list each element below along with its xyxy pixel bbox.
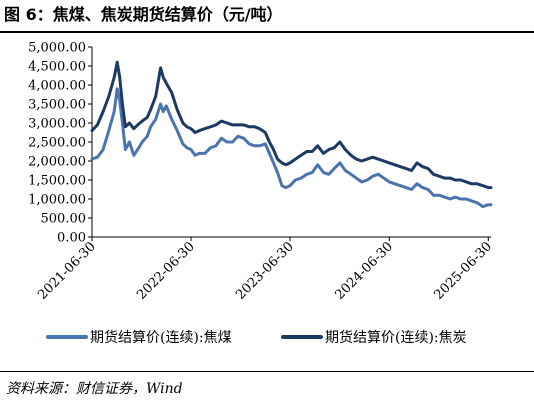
x-tick-label: 2022-06-30 (134, 239, 198, 303)
line-chart: 5,000.00 4,500.00 4,000.00 3,500.00 3,000.00… (28, 41, 496, 347)
y-axis: 5,000.00 4,500.00 4,000.00 3,500.00 3,000.00… (28, 41, 93, 246)
source-rule (0, 371, 534, 372)
y-tick-label: 4,500.00 (28, 60, 86, 75)
x-axis: 2021-06-30 2022-06-30 2023-06-30 2024-06-30… (35, 236, 496, 303)
y-tick-label: 3,000.00 (28, 117, 86, 132)
y-tick-label: 1,000.00 (28, 193, 86, 208)
series-layer (90, 60, 493, 209)
y-tick-label: 2,500.00 (28, 136, 86, 151)
legend: 期货结算价(连续):焦煤 期货结算价(连续):焦炭 (46, 329, 467, 346)
y-tick-label: 4,000.00 (28, 79, 86, 94)
y-tick-label: 500.00 (41, 212, 87, 227)
series-line-2 (90, 60, 493, 190)
x-tick-label: 2021-06-30 (35, 239, 99, 303)
x-tick-label: 2024-06-30 (333, 239, 397, 303)
y-tick-label: 5,000.00 (28, 41, 86, 56)
source-note: 资料来源：财信证券，Wind (6, 381, 183, 397)
title-rule (0, 31, 534, 33)
y-tick-label: 2,000.00 (28, 155, 86, 170)
legend-label-1: 期货结算价(连续):焦煤 (90, 329, 232, 346)
figure-title: 图 6：焦煤、焦炭期货结算价（元/吨） (4, 5, 283, 24)
series-line-1 (90, 87, 493, 209)
x-tick-label: 2023-06-30 (233, 239, 297, 303)
legend-label-2: 期货结算价(连续):焦炭 (325, 329, 467, 346)
x-tick-label: 2025-06-30 (432, 239, 496, 303)
y-tick-label: 0.00 (57, 231, 86, 246)
y-tick-label: 3,500.00 (28, 98, 86, 113)
y-tick-label: 1,500.00 (28, 174, 86, 189)
